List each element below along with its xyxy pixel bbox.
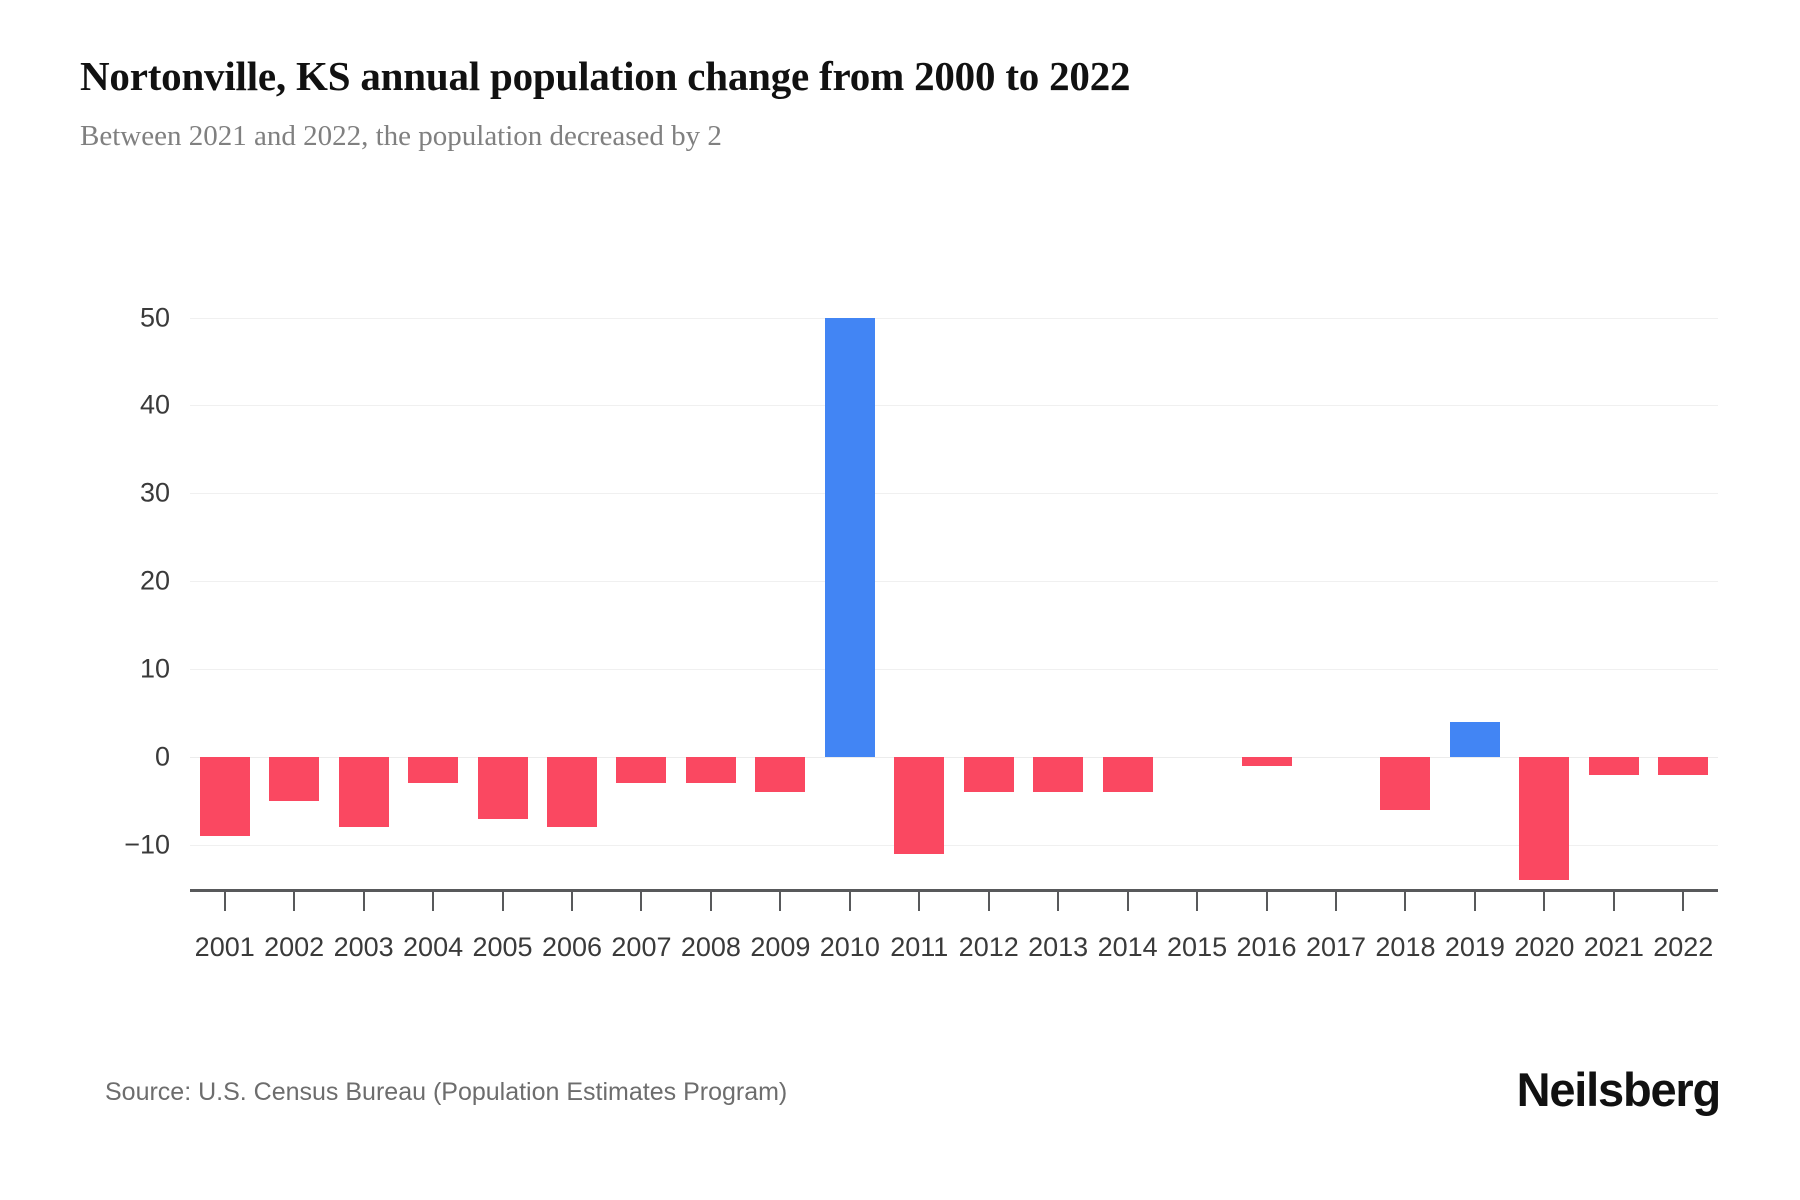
- x-axis-tick: [709, 889, 712, 911]
- bar[interactable]: [894, 757, 945, 854]
- zero-line: [190, 757, 1718, 759]
- bar[interactable]: [408, 757, 459, 784]
- x-axis-tick: [432, 889, 435, 911]
- x-axis-tick: [1335, 889, 1337, 911]
- x-axis-tick-label: 2017: [1305, 932, 1367, 962]
- x-axis-tick: [362, 889, 365, 911]
- x-axis-tick-label: 2021: [1583, 932, 1644, 962]
- x-axis-tick-label: 2013: [1028, 932, 1089, 962]
- gridline: [190, 581, 1718, 583]
- bar[interactable]: [963, 757, 1014, 793]
- bar[interactable]: [1380, 757, 1431, 810]
- x-axis-tick-label: 2022: [1653, 932, 1714, 962]
- y-axis-tick-label: 50: [139, 302, 170, 333]
- y-axis-tick-label: 40: [139, 389, 170, 420]
- x-axis-tick: [1612, 889, 1615, 911]
- x-axis-tick-label: 2007: [611, 932, 672, 962]
- y-axis-tick-label: 20: [139, 565, 170, 596]
- x-axis-tick: [1265, 889, 1268, 911]
- bar[interactable]: [338, 757, 389, 828]
- x-axis-tick: [293, 889, 296, 911]
- x-axis-tick: [501, 889, 504, 911]
- x-axis-tick: [779, 889, 782, 911]
- gridline: [190, 405, 1718, 407]
- source-note: Source: U.S. Census Bureau (Population E…: [105, 1078, 788, 1106]
- bar[interactable]: [477, 757, 528, 819]
- page-subtitle: Between 2021 and 2022, the population de…: [80, 120, 722, 152]
- x-axis-tick-label: 2006: [541, 932, 603, 962]
- brand-logo: Neilsberg: [1516, 1063, 1722, 1116]
- x-axis-tick-label: 2009: [750, 932, 811, 962]
- bar[interactable]: [616, 757, 667, 784]
- x-axis-tick-label: 2011: [890, 932, 949, 962]
- y-axis-tick-label: 30: [139, 477, 170, 508]
- x-axis-tick-label: 2003: [333, 932, 394, 962]
- bar[interactable]: [1519, 757, 1570, 881]
- bar[interactable]: [1241, 757, 1292, 766]
- x-axis-tick-label: 2015: [1167, 932, 1228, 962]
- bar[interactable]: [1033, 757, 1084, 793]
- x-axis-tick-label: 2001: [194, 932, 255, 962]
- x-axis-tick: [571, 889, 573, 911]
- x-axis-tick-label: 2020: [1514, 932, 1575, 962]
- x-axis-tick-label: 2010: [819, 932, 880, 962]
- x-axis-tick: [1057, 889, 1060, 911]
- x-axis-tick-label: 2002: [264, 932, 325, 962]
- bar[interactable]: [755, 757, 806, 793]
- x-axis-tick: [1543, 889, 1546, 911]
- y-axis-tick-label: 0: [154, 741, 170, 772]
- bar[interactable]: [1658, 757, 1709, 775]
- x-axis-tick-label: 2008: [680, 932, 741, 962]
- bar[interactable]: [1449, 721, 1500, 758]
- bar[interactable]: [269, 757, 320, 802]
- gridline: [190, 669, 1718, 671]
- plot-area: [190, 300, 1718, 889]
- x-axis-tick-label: 2019: [1444, 932, 1505, 962]
- x-axis-tick-label: 2005: [472, 932, 533, 962]
- page-title: Nortonville, KS annual population change…: [80, 53, 1131, 99]
- x-axis-tick: [1196, 889, 1199, 911]
- bar[interactable]: [199, 757, 250, 837]
- x-axis-tick: [918, 889, 921, 911]
- x-axis-tick-label: 2012: [958, 932, 1019, 962]
- x-axis-tick-label: 2018: [1375, 932, 1436, 962]
- bar[interactable]: [1102, 757, 1153, 793]
- gridline: [190, 317, 1718, 319]
- x-axis-tick: [1404, 889, 1407, 911]
- x-axis-tick: [1682, 889, 1685, 911]
- x-axis-tick-label: 2004: [403, 932, 464, 962]
- gridline: [190, 845, 1718, 847]
- x-axis-tick: [987, 889, 990, 911]
- y-axis-tick-label: −10: [124, 829, 170, 860]
- x-axis-tick: [1126, 889, 1129, 911]
- gridline: [190, 493, 1718, 495]
- bar[interactable]: [546, 757, 597, 828]
- bar[interactable]: [1588, 757, 1639, 775]
- x-axis-tick-label: 2014: [1097, 932, 1158, 962]
- x-axis-tick: [1473, 889, 1476, 911]
- bar[interactable]: [824, 317, 875, 758]
- x-axis-tick: [223, 889, 226, 911]
- x-axis-tick: [640, 889, 643, 911]
- y-axis-tick-label: 10: [139, 653, 170, 684]
- x-axis-line: [190, 889, 1718, 892]
- x-axis-tick-label: 2016: [1236, 932, 1297, 962]
- bar[interactable]: [685, 757, 736, 784]
- x-axis-tick: [848, 889, 851, 911]
